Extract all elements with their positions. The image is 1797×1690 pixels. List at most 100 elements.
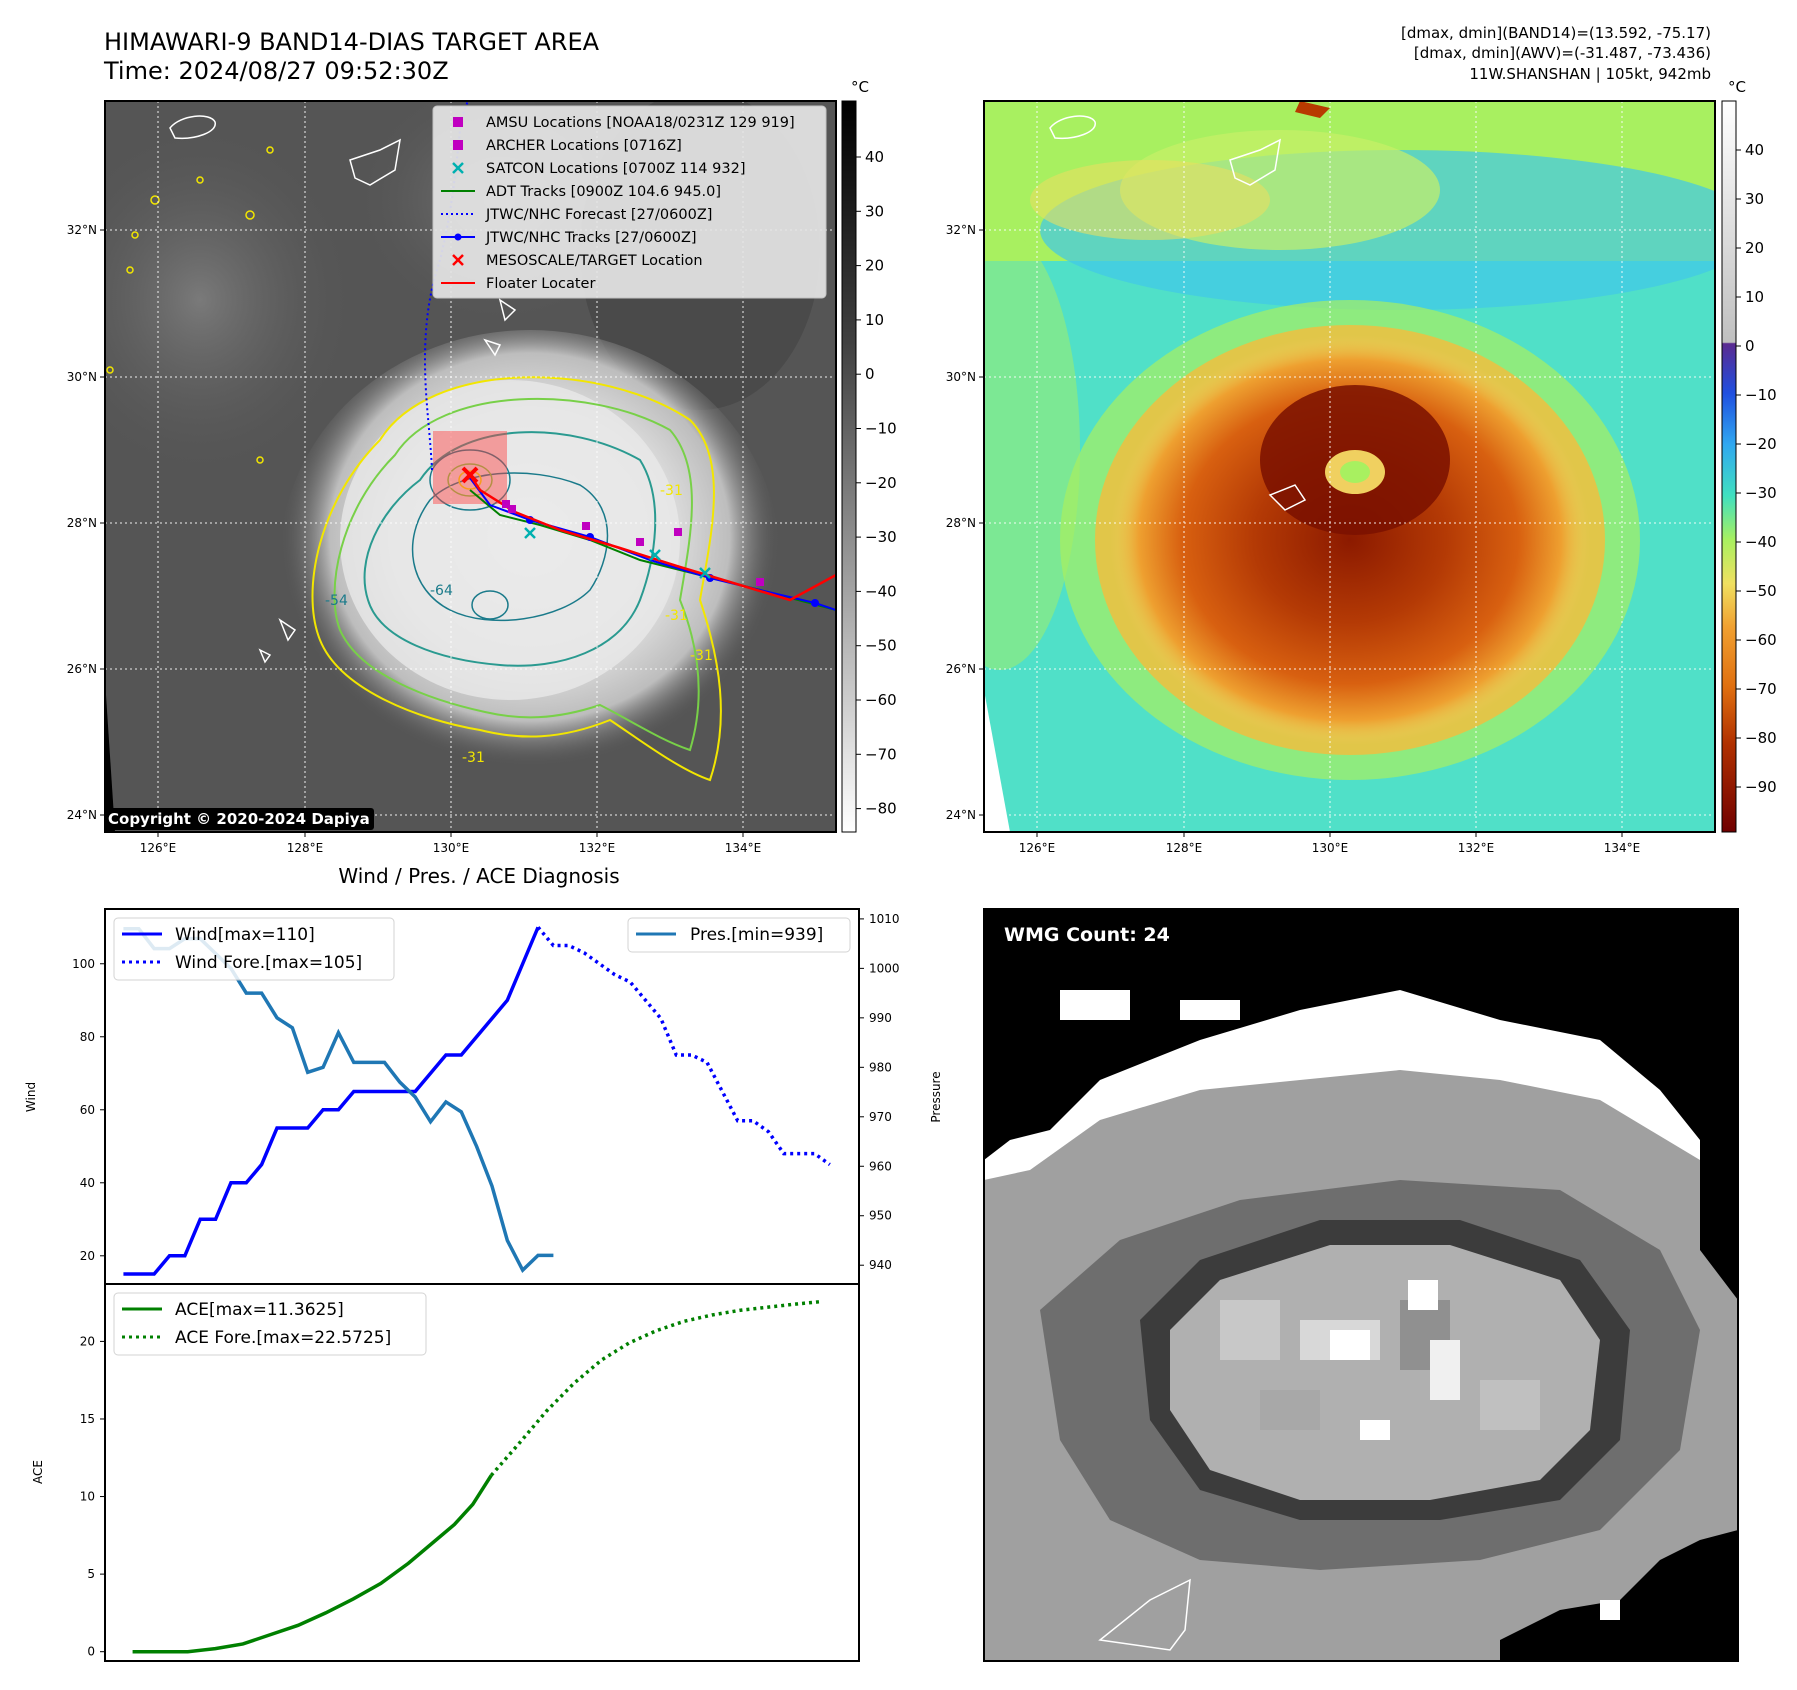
pressure-tick-label: 990 [869, 1011, 892, 1025]
legend-entry-label: JTWC/NHC Forecast [27/0600Z] [485, 207, 712, 223]
colorbar-tick-label: −50 [865, 637, 897, 655]
legend-entry-label: ADT Tracks [0900Z 104.6 945.0] [486, 184, 721, 200]
lon-tick-label: 130°E [433, 841, 470, 855]
ir-map-left: AMSU Locations [NOAA18/0231Z 129 919] ARC… [67, 100, 837, 855]
series-line-1 [536, 926, 831, 1166]
colorbar-left-unit: °C [851, 78, 869, 96]
colorbar-tick-label: 0 [1745, 337, 1755, 355]
legend: AMSU Locations [NOAA18/0231Z 129 919] ARC… [432, 105, 827, 299]
series-line-0 [123, 926, 540, 1276]
pressure-tick-label: 1000 [869, 961, 900, 975]
lon-tick-label: 126°E [1019, 841, 1056, 855]
pressure-tick-label: 970 [869, 1110, 892, 1124]
legend-ace-forecast: ACE Fore.[max=22.5725] [175, 1328, 391, 1348]
wind-tick-label: 80 [80, 1030, 95, 1044]
contour-label: -31 [660, 483, 683, 499]
wind-ylabel: Wind [24, 1082, 38, 1112]
wind-tick-label: 100 [72, 957, 95, 971]
colorbar-tick-label: −30 [1745, 484, 1777, 502]
ace-tick-label: 10 [80, 1490, 95, 1504]
colorbar-tick-label: −10 [865, 420, 897, 438]
info-line1: [dmax, dmin](BAND14)=(13.592, -75.17) [1400, 24, 1711, 42]
info-line2: [dmax, dmin](AWV)=(-31.487, -73.436) [1413, 44, 1711, 62]
contour-label: -31 [690, 648, 713, 664]
colorbar-tick-label: 30 [865, 202, 884, 220]
colorbar-tick-label: 40 [1745, 141, 1764, 159]
lon-tick-label: 132°E [579, 841, 616, 855]
awv-map-right: 32°N 30°N 28°N 26°N 24°N 126°E 128°E 130°E 132°… [946, 100, 1716, 855]
colorbar-tick-label: −70 [1745, 680, 1777, 698]
pressure-tick-label: 960 [869, 1159, 892, 1173]
legend-ace: ACE[max=11.3625] [175, 1300, 344, 1320]
colorbar-tick-label: 30 [1745, 190, 1764, 208]
contour-label: -64 [430, 583, 453, 599]
lat-tick-label: 30°N [946, 370, 976, 384]
wind-legend: Wind[max=110] Wind Fore.[max=105] [113, 917, 395, 981]
legend-wind-forecast: Wind Fore.[max=105] [175, 953, 362, 973]
colorbar-tick-label: 20 [865, 257, 884, 275]
colorbar-tick-label: −40 [1745, 533, 1777, 551]
lat-tick-label: 28°N [946, 516, 976, 530]
colorbar-tick-label: 10 [865, 311, 884, 329]
lon-tick-label: 128°E [1166, 841, 1203, 855]
lat-tick-label: 30°N [67, 370, 97, 384]
wmg-count-badge: WMG Count: 24 [996, 920, 1178, 950]
ace-tick-label: 5 [87, 1567, 95, 1581]
ace-tick-label: 15 [80, 1412, 95, 1426]
lon-tick-label: 134°E [1604, 841, 1641, 855]
lon-tick-label: 126°E [140, 841, 177, 855]
legend-entry-label: Floater Locater [486, 276, 595, 292]
legend-wind: Wind[max=110] [175, 925, 315, 945]
pressure-tick-label: 1010 [869, 912, 900, 926]
wind-tick-label: 60 [80, 1103, 95, 1117]
lon-tick-label: 130°E [1312, 841, 1349, 855]
ace-chart: 0 5 10 15 20 ACE ACE[max=11.3625] ACE Fore.[… [31, 1283, 860, 1662]
pressure-tick-label: 980 [869, 1060, 892, 1074]
lon-tick-label: 128°E [287, 841, 324, 855]
colorbar-tick-label: −80 [1745, 729, 1777, 747]
colorbar-tick-label: −20 [1745, 435, 1777, 453]
colorbar-right-unit: °C [1728, 78, 1746, 96]
colorbar-left: 40 30 20 10 0 −10 −20 −30 −40 −50 −60 −70 −80 [841, 100, 897, 833]
ace-series-line-0 [132, 1474, 493, 1654]
ace-tick-label: 0 [87, 1645, 95, 1659]
lon-tick-label: 132°E [1458, 841, 1495, 855]
contour-label: -31 [462, 750, 485, 766]
ace-tick-label: 20 [80, 1334, 95, 1348]
colorbar-tick-label: 10 [1745, 288, 1764, 306]
wind-tick-label: 40 [80, 1176, 95, 1190]
colorbar-tick-label: −50 [1745, 582, 1777, 600]
colorbar-tick-label: 0 [865, 365, 875, 383]
colorbar-tick-label: −80 [865, 800, 897, 818]
colorbar-tick-label: −40 [865, 582, 897, 600]
colorbar-tick-label: 40 [865, 148, 884, 166]
lat-tick-label: 26°N [67, 662, 97, 676]
wind-pressure-chart: 20 40 60 80 100 940 950 960 970 980 990 1000 1010 W… [24, 908, 943, 1286]
info-line3: 11W.SHANSHAN | 105kt, 942mb [1469, 65, 1711, 83]
legend-square-marker [453, 140, 463, 150]
copyright-label: Copyright © 2020-2024 Dapiya [104, 808, 374, 830]
legend-entry-label: JTWC/NHC Tracks [27/0600Z] [485, 230, 697, 246]
legend-entry-label: SATCON Locations [0700Z 114 932] [486, 161, 745, 177]
legend-entry-label: ARCHER Locations [0716Z] [486, 138, 682, 154]
wmg-panel [983, 908, 1739, 1662]
pressure-legend: Pres.[min=939] [627, 917, 851, 953]
main-title-line2: Time: 2024/08/27 09:52:30Z [104, 57, 449, 85]
wind-tick-label: 20 [80, 1249, 95, 1263]
colorbar-right: 40 30 20 10 0 −10 −20 −30 −40 −50 −60 −70 −80 −90 [1721, 100, 1777, 833]
lat-tick-label: 24°N [946, 808, 976, 822]
ace-ylabel: ACE [31, 1460, 45, 1484]
colorbar-tick-label: −90 [1745, 778, 1777, 796]
contour-label: -54 [325, 593, 348, 609]
colorbar-tick-label: −70 [865, 745, 897, 763]
colorbar-tick-label: −20 [865, 474, 897, 492]
lat-tick-label: 32°N [67, 223, 97, 237]
colorbar-tick-label: −60 [865, 691, 897, 709]
ace-series-line-1 [489, 1299, 823, 1477]
legend-pressure: Pres.[min=939] [690, 925, 823, 945]
lon-tick-label: 134°E [725, 841, 762, 855]
colorbar-tick-label: −10 [1745, 386, 1777, 404]
contour-label: -31 [665, 608, 688, 624]
colorbar-tick-label: −60 [1745, 631, 1777, 649]
